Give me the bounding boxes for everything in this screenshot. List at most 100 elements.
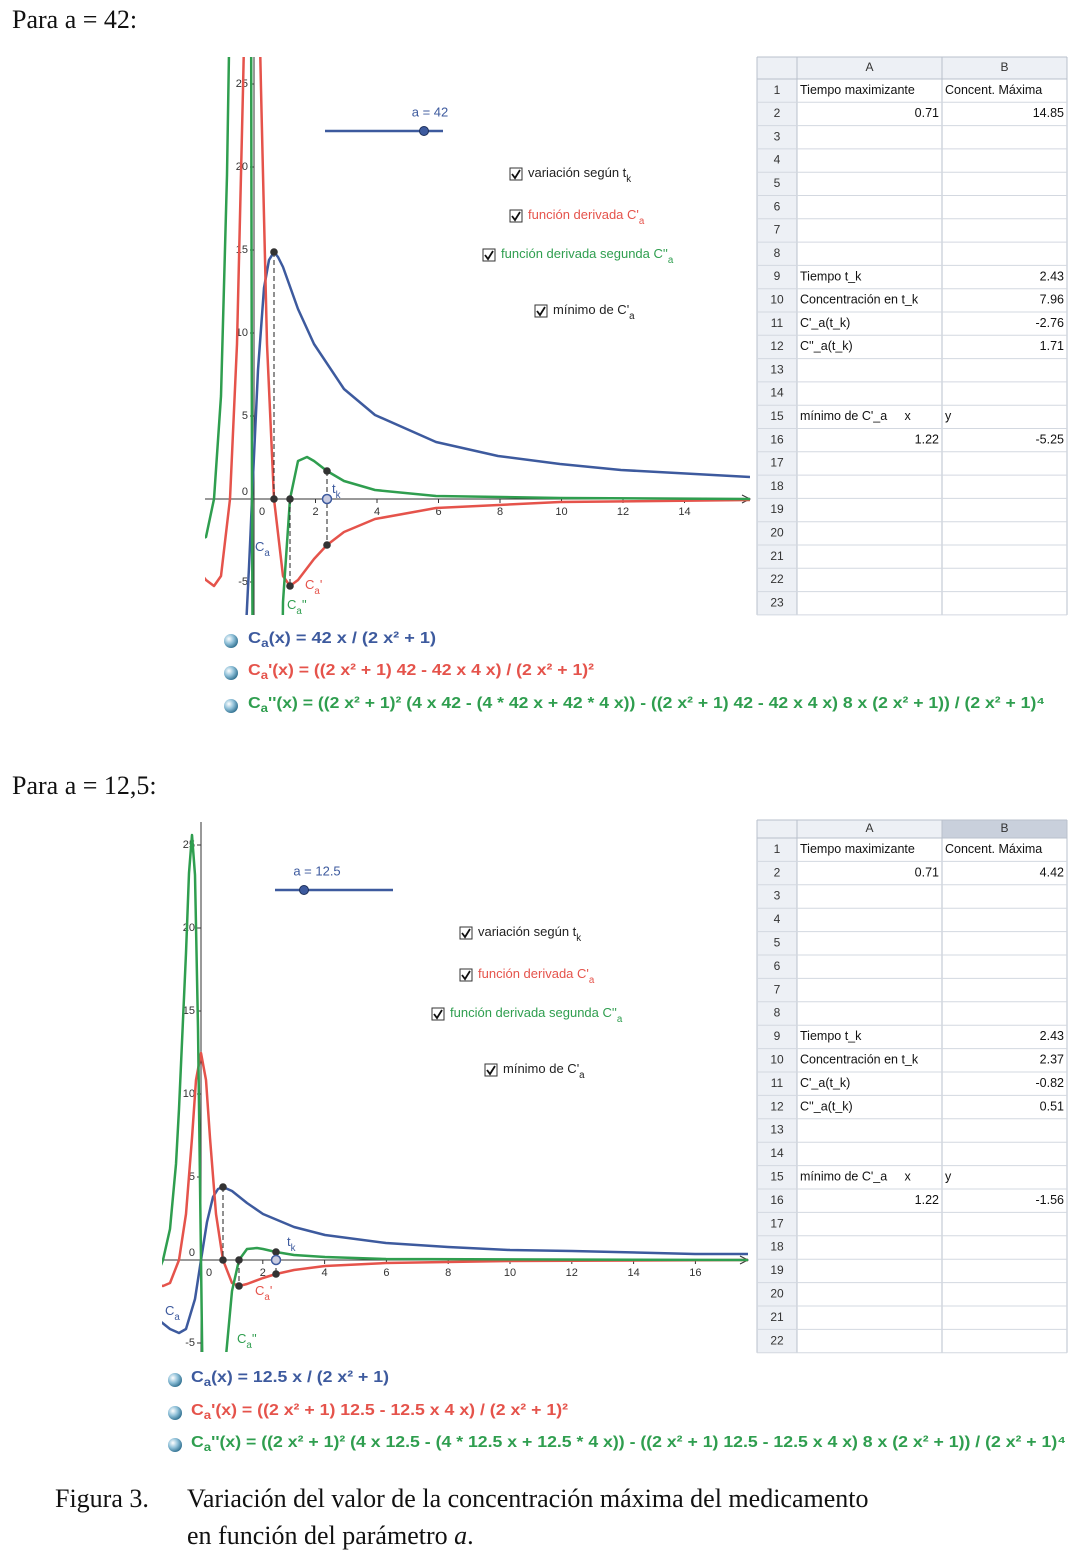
point bbox=[323, 541, 331, 549]
cell: Tiempo t_k bbox=[800, 1029, 862, 1043]
slider-label: a = 42 bbox=[412, 104, 449, 119]
curves bbox=[205, 57, 750, 615]
point bbox=[270, 248, 278, 256]
x-tick-label: 8 bbox=[497, 506, 503, 518]
formula: Ca'(x) = ((2 x² + 1) 12.5 - 12.5 x 4 x) … bbox=[191, 1402, 568, 1422]
formula-icon bbox=[224, 699, 238, 713]
cell: 2.43 bbox=[1040, 1029, 1064, 1043]
curve bbox=[162, 1051, 748, 1288]
row-number: 13 bbox=[770, 362, 784, 376]
cell: mínimo de C'_a x bbox=[800, 409, 912, 423]
cell: -2.76 bbox=[1036, 316, 1065, 330]
tk-point bbox=[321, 493, 333, 505]
checkmark bbox=[461, 970, 471, 981]
row-number: 22 bbox=[770, 1333, 784, 1347]
tk-point bbox=[270, 1254, 282, 1266]
row-number: 8 bbox=[774, 246, 781, 260]
checkbox-label: mínimo de C'a bbox=[503, 1061, 585, 1080]
checkbox-label: función derivada C'a bbox=[528, 207, 645, 226]
x-tick-label: 10 bbox=[555, 506, 567, 518]
text-run: '(x) = ((2 x² + 1) 12.5 - 12.5 x 4 x) / … bbox=[211, 1402, 568, 1419]
y-tick-label: 5 bbox=[189, 1171, 195, 1183]
formula-icon bbox=[224, 666, 238, 680]
text-run: a bbox=[204, 1440, 212, 1454]
row-number: 4 bbox=[774, 912, 781, 926]
x-tick-label: 4 bbox=[322, 1267, 328, 1279]
x-tick-label: 6 bbox=[383, 1267, 389, 1279]
x-tick-label: 12 bbox=[566, 1267, 578, 1279]
formula-icon bbox=[168, 1438, 182, 1452]
row-number: 4 bbox=[774, 153, 781, 167]
row-number: 5 bbox=[774, 935, 781, 949]
x-tick-label: 6 bbox=[435, 506, 441, 518]
text-run: ' bbox=[270, 1283, 272, 1298]
checkmark bbox=[433, 1009, 443, 1020]
checkbox bbox=[534, 304, 548, 318]
row-number: 15 bbox=[770, 409, 784, 423]
curve-label: Ca' bbox=[255, 1283, 272, 1302]
row-number: 7 bbox=[774, 223, 781, 237]
cell: C''_a(t_k) bbox=[800, 339, 853, 353]
point bbox=[272, 1270, 280, 1278]
point bbox=[219, 1183, 227, 1191]
curve bbox=[205, 57, 750, 588]
y-tick-label: 0 bbox=[189, 1247, 195, 1259]
caption-label: Figura 3. bbox=[55, 1484, 149, 1513]
text-run: a bbox=[639, 216, 645, 227]
checkmark bbox=[511, 169, 521, 180]
text-run: k bbox=[626, 174, 631, 185]
text-run: C bbox=[248, 695, 261, 712]
curve bbox=[162, 1185, 748, 1335]
row-number: 22 bbox=[770, 572, 784, 586]
cell: 1.22 bbox=[915, 1193, 939, 1207]
text-run: C bbox=[248, 630, 262, 647]
sheet-header-bg bbox=[757, 57, 1067, 79]
text-run: C bbox=[287, 597, 296, 612]
x-tick-label: 14 bbox=[678, 506, 690, 518]
row-number: 23 bbox=[770, 595, 784, 609]
text-run: mínimo de C' bbox=[553, 302, 629, 317]
point bbox=[235, 1282, 243, 1290]
curve-label: Ca bbox=[255, 539, 270, 558]
row-number: 1 bbox=[774, 83, 781, 97]
text-run: C bbox=[191, 1402, 204, 1419]
checkbox-label: variación según tk bbox=[478, 924, 581, 943]
text-run: a bbox=[204, 1375, 212, 1389]
cell: 1.71 bbox=[1040, 339, 1064, 353]
formula: Ca(x) = 12.5 x / (2 x² + 1) bbox=[191, 1369, 389, 1389]
row-number: 10 bbox=[770, 293, 784, 307]
row-number: 10 bbox=[770, 1052, 784, 1066]
row-number: 19 bbox=[770, 502, 784, 516]
row-number: 18 bbox=[770, 479, 784, 493]
row-number: 17 bbox=[770, 1216, 784, 1230]
checkbox bbox=[509, 167, 523, 181]
row-number: 8 bbox=[774, 1006, 781, 1020]
text-run: a bbox=[629, 311, 635, 322]
text-run: función derivada segunda C'' bbox=[501, 246, 668, 261]
curve-label: Ca'' bbox=[237, 1331, 257, 1350]
slider-handle bbox=[419, 126, 429, 136]
row-number: 2 bbox=[774, 865, 781, 879]
cell: 0.51 bbox=[1040, 1099, 1064, 1113]
checkmark bbox=[511, 211, 521, 222]
x-tick-label: 4 bbox=[374, 506, 380, 518]
text-run: a bbox=[264, 548, 270, 559]
y-tick-label: 15 bbox=[183, 1005, 195, 1017]
text-run: ''(x) = ((2 x² + 1)² (4 x 12.5 - (4 * 12… bbox=[211, 1434, 1066, 1451]
cell: 14.85 bbox=[1033, 106, 1064, 120]
formula-icon bbox=[168, 1373, 182, 1387]
row-number: 12 bbox=[770, 1099, 784, 1113]
cell: y bbox=[945, 1170, 952, 1184]
cell: C'_a(t_k) bbox=[800, 316, 850, 330]
y-tick-label: 15 bbox=[236, 244, 248, 256]
text-run: C bbox=[255, 539, 264, 554]
cell: 4.42 bbox=[1040, 865, 1064, 879]
sheet-header-selected bbox=[942, 820, 1067, 838]
row-number: 1 bbox=[774, 842, 781, 856]
text-run: C bbox=[248, 662, 261, 679]
checkbox bbox=[484, 1063, 498, 1077]
caption-line: Variación del valor de la concentración … bbox=[187, 1484, 868, 1513]
row-number: 11 bbox=[771, 1076, 784, 1090]
